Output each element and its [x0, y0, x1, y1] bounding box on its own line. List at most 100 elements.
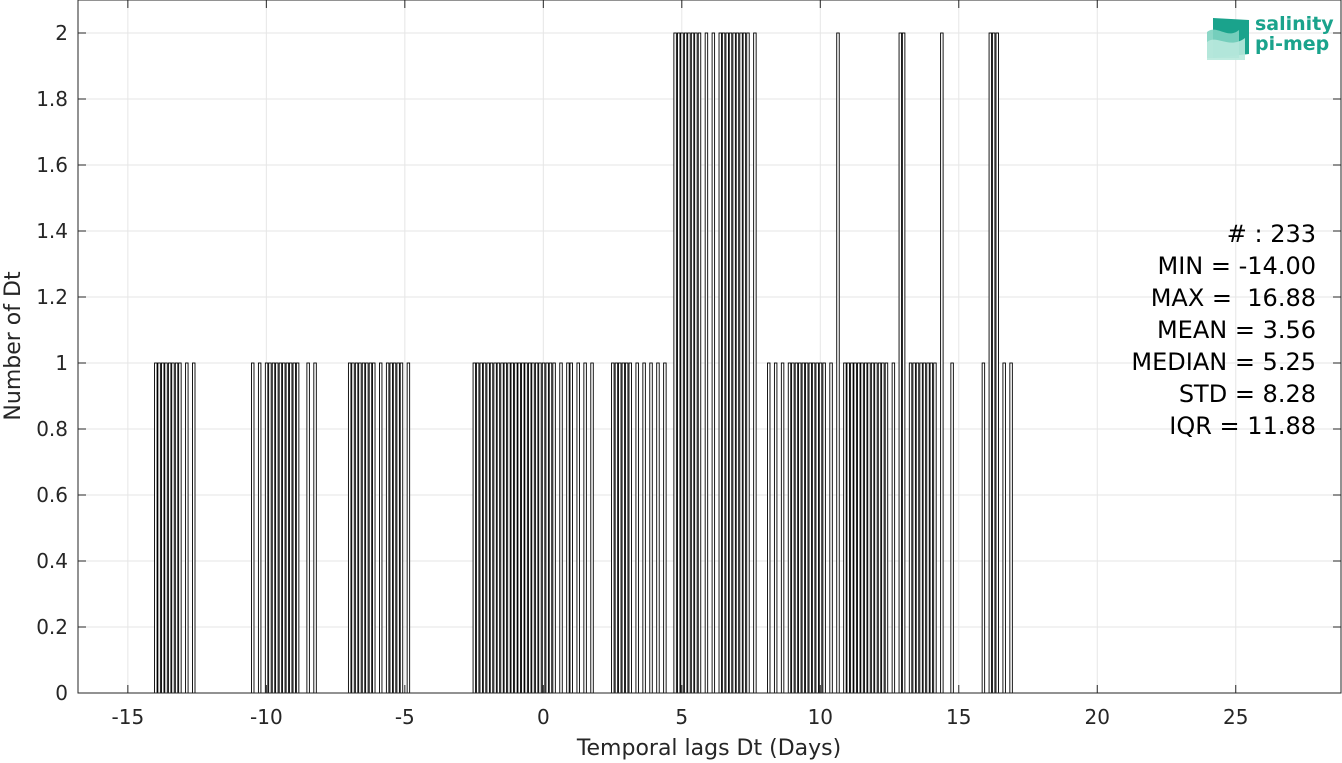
- histogram-bars: [154, 32, 1013, 694]
- histogram-bar: [313, 362, 317, 694]
- histogram-bar: [624, 362, 629, 694]
- y-tick-label: 0.4: [36, 549, 68, 573]
- histogram-bar: [472, 362, 477, 694]
- histogram-bar: [808, 362, 812, 694]
- histogram-bar: [161, 362, 165, 694]
- x-tick-label: -10: [250, 705, 283, 729]
- histogram-bar: [874, 362, 878, 694]
- histogram-bar: [787, 362, 792, 694]
- x-tick-label: -15: [112, 705, 145, 729]
- waves-icon: [1207, 18, 1249, 60]
- histogram-bar: [884, 362, 889, 694]
- x-tick-label: 0: [537, 705, 550, 729]
- histogram-bar: [922, 362, 927, 694]
- histogram-bar: [514, 362, 518, 694]
- histogram-bar: [164, 362, 168, 694]
- y-tick-label: 1.2: [36, 285, 68, 309]
- histogram-bar: [385, 362, 390, 694]
- histogram-bar: [912, 362, 916, 694]
- histogram-bar: [628, 362, 632, 694]
- histogram-bar: [950, 362, 954, 694]
- histogram-bar: [185, 362, 189, 694]
- histogram-bar: [154, 362, 158, 694]
- histogram-bar: [673, 32, 677, 694]
- histogram-bar: [815, 362, 819, 694]
- histogram-bar: [697, 32, 702, 694]
- histogram-bar: [621, 362, 626, 694]
- y-tick-label: 0.2: [36, 615, 68, 639]
- histogram-bar: [541, 362, 546, 694]
- x-tick-label: -5: [395, 705, 415, 729]
- histogram-bar: [361, 362, 366, 694]
- stat-min: MIN = -14.00: [1157, 252, 1316, 280]
- histogram-bar: [642, 362, 646, 694]
- x-tick-label: 15: [946, 705, 971, 729]
- histogram-bar: [372, 362, 376, 694]
- histogram-bar: [857, 362, 861, 694]
- histogram-bar: [732, 32, 736, 694]
- histogram-bar: [264, 362, 269, 694]
- histogram-bar: [351, 362, 355, 694]
- histogram-bar: [534, 362, 539, 694]
- histogram-bar: [933, 362, 937, 694]
- histogram-bar: [991, 32, 996, 694]
- histogram-bar: [981, 362, 986, 694]
- histogram-bar: [548, 362, 553, 694]
- histogram-bar: [801, 362, 806, 694]
- x-axis-label: Temporal lags Dt (Days): [576, 736, 841, 761]
- stat-max: MAX = 16.88: [1150, 284, 1316, 312]
- histogram-bar: [926, 362, 930, 694]
- histogram-bar: [288, 362, 293, 694]
- histogram-bar: [649, 362, 653, 694]
- histogram-bar: [811, 362, 816, 694]
- y-tick-label: 1.8: [36, 87, 68, 111]
- logo-line-2: pi-mep: [1255, 33, 1330, 55]
- histogram-bar: [919, 362, 923, 694]
- histogram-bar: [773, 362, 778, 694]
- histogram-bar: [285, 362, 290, 694]
- histogram-bar: [853, 362, 857, 694]
- stat-std: STD = 8.28: [1178, 380, 1316, 408]
- histogram-bar: [358, 362, 362, 694]
- histogram-bar: [271, 362, 276, 694]
- histogram-bar: [791, 362, 795, 694]
- histogram-bar: [500, 362, 504, 694]
- histogram-bar: [528, 362, 532, 694]
- histogram-bar: [192, 362, 196, 694]
- histogram-bar: [891, 362, 896, 694]
- histogram-bar: [566, 362, 570, 694]
- histogram-bar: [680, 32, 684, 694]
- histogram-bar: [167, 362, 172, 694]
- stat-median: MEDIAN = 5.25: [1131, 348, 1316, 376]
- histogram-bar: [486, 362, 490, 694]
- histogram-bar: [482, 362, 487, 694]
- histogram-bar: [846, 362, 850, 694]
- histogram-bar: [379, 362, 383, 694]
- histogram-bar: [365, 362, 369, 694]
- histogram-bar: [292, 362, 296, 694]
- histogram-bar: [863, 362, 868, 694]
- histogram-bar: [850, 362, 854, 694]
- histogram-bar: [251, 362, 255, 694]
- x-tick-label: 5: [675, 705, 688, 729]
- histogram-bar: [406, 362, 411, 694]
- histogram-bar: [940, 32, 944, 694]
- histogram-bar: [694, 32, 698, 694]
- histogram-bar: [877, 362, 882, 694]
- histogram-bar: [392, 362, 397, 694]
- histogram-bar: [683, 32, 688, 694]
- histogram-bar: [1002, 362, 1006, 694]
- y-tick-label: 1.4: [36, 219, 68, 243]
- histogram-bar: [843, 362, 847, 694]
- histogram-bar: [988, 32, 993, 694]
- histogram-bar: [746, 32, 750, 694]
- histogram-bar: [753, 32, 757, 694]
- histogram-bar: [867, 362, 871, 694]
- x-tick-label: 20: [1085, 705, 1110, 729]
- histogram-bar: [174, 362, 179, 694]
- x-tick-label: 25: [1223, 705, 1248, 729]
- logo-line-1: salinity: [1255, 13, 1334, 35]
- histogram-bar: [524, 362, 528, 694]
- histogram-bar: [399, 362, 404, 694]
- logo-text: salinity pi-mep: [1255, 14, 1334, 54]
